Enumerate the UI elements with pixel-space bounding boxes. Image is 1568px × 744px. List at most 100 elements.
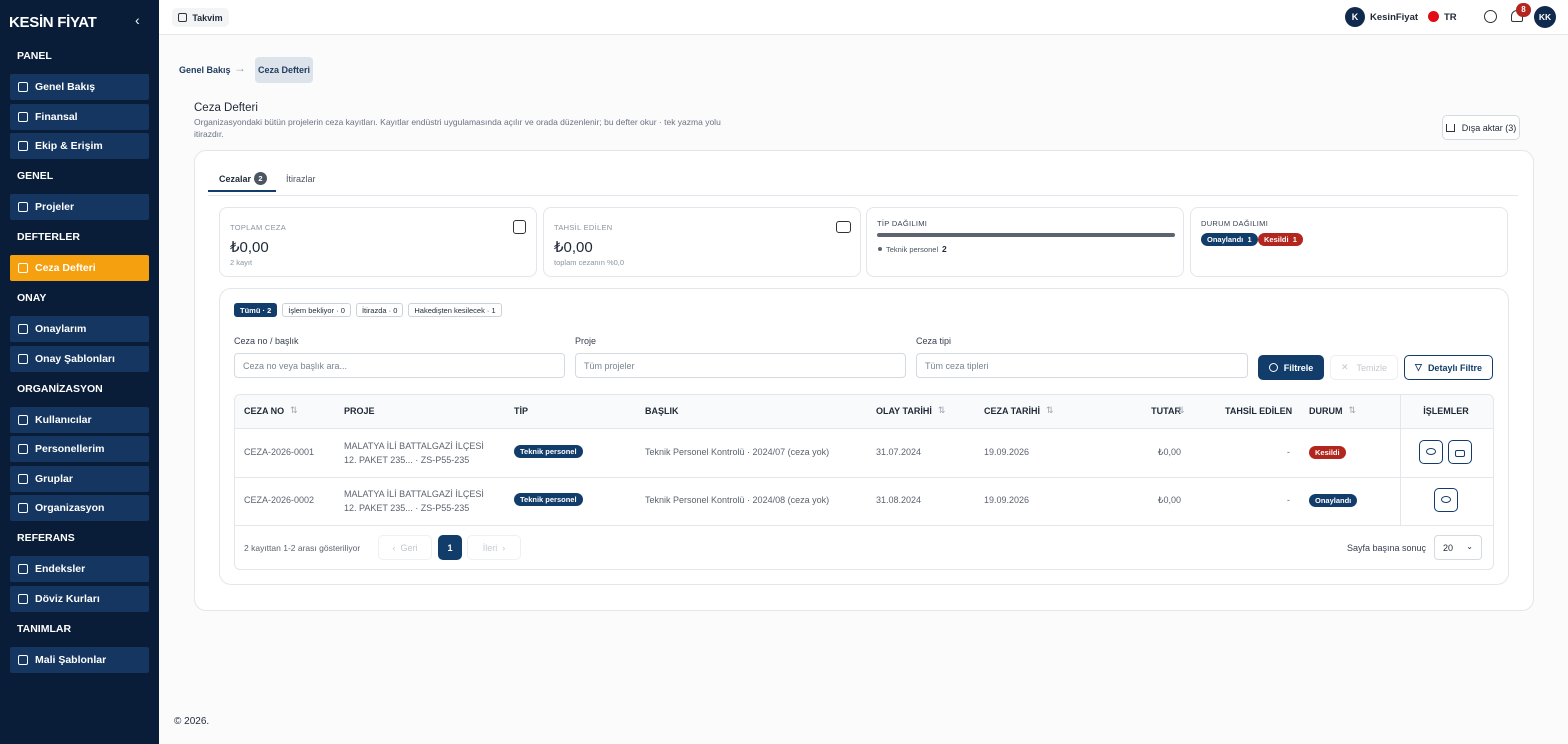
nav-item[interactable]: Onaylarım bbox=[10, 316, 149, 342]
table-cell: 31.08.2024 bbox=[876, 495, 922, 505]
stat-card: TAHSİL EDİLEN ₺0,00 toplam cezanın %0,0 bbox=[543, 207, 861, 277]
amount-cell: ₺0,00 bbox=[1157, 495, 1181, 505]
column-header[interactable]: OLAY TARİHİ bbox=[876, 406, 932, 416]
stat-label: TAHSİL EDİLEN bbox=[554, 223, 613, 232]
flag bbox=[1428, 11, 1439, 22]
nav-item[interactable]: Personellerim bbox=[10, 436, 149, 462]
status-badge: Onaylandı bbox=[1309, 494, 1358, 507]
nav-icon bbox=[18, 414, 28, 425]
table-cell: 31.07.2024 bbox=[876, 447, 922, 457]
nav-item[interactable]: Gruplar bbox=[10, 465, 149, 492]
nav-item[interactable]: Mali Şablonlar bbox=[10, 646, 149, 673]
stat-card: TOPLAM CEZA ₺0,00 2 kayıt bbox=[219, 207, 537, 277]
filter-label: Filtrele bbox=[1283, 362, 1314, 373]
stat-value: ₺0,00 bbox=[554, 239, 593, 256]
table-cell: Teknik Personel Kontrolü · 2024/08 (ceza… bbox=[645, 495, 830, 505]
status-chip[interactable]: Hakedişten kesilecek · 1 bbox=[408, 303, 502, 317]
view-button[interactable] bbox=[1419, 440, 1443, 464]
section-title: REFERANS bbox=[17, 532, 75, 544]
nav-item[interactable]: Finansal bbox=[10, 103, 149, 130]
collapse-button[interactable]: ‹ bbox=[135, 12, 140, 28]
nav-item[interactable]: Döviz Kurları bbox=[10, 585, 149, 612]
column-header[interactable]: DURUM bbox=[1309, 406, 1343, 416]
sort-icon[interactable]: ⇅ bbox=[1046, 405, 1054, 415]
language[interactable]: TR bbox=[1444, 12, 1457, 23]
nav-item[interactable]: Ekip & Erişim bbox=[10, 133, 149, 159]
nav-item[interactable]: Genel Bakış bbox=[10, 74, 149, 100]
org-name[interactable]: KesinFiyat bbox=[1370, 12, 1419, 23]
help-icon[interactable] bbox=[1484, 10, 1497, 23]
status-badge: Onaylandı 1 bbox=[1201, 233, 1258, 246]
page-description: Organizasyondaki bütün projelerin ceza k… bbox=[194, 117, 721, 139]
filter-input[interactable]: Ceza no veya başlık ara... bbox=[234, 353, 565, 378]
nav-icon bbox=[18, 324, 28, 334]
status-name: Onaylandı bbox=[1207, 235, 1244, 244]
column-header: PROJE bbox=[344, 406, 375, 416]
filter-input[interactable]: Tüm ceza tipleri bbox=[916, 353, 1248, 378]
nav-label: Kullanıcılar bbox=[35, 413, 92, 426]
next-button[interactable]: İleri › bbox=[467, 535, 521, 560]
export-button[interactable]: Dışa aktar (3) bbox=[1442, 115, 1520, 140]
nav-icon bbox=[18, 564, 28, 574]
view-button[interactable] bbox=[1434, 488, 1458, 512]
nav-label: Gruplar bbox=[35, 472, 73, 485]
column-header[interactable]: CEZA TARİHİ bbox=[984, 406, 1040, 416]
per-page-select[interactable]: 20 ⌄ bbox=[1434, 535, 1482, 560]
nav-item[interactable]: Ceza Defteri bbox=[10, 255, 149, 281]
prev-button[interactable]: ‹ Geri bbox=[378, 535, 432, 560]
sort-icon[interactable]: ⇅ bbox=[290, 405, 298, 415]
filter-input[interactable]: Tüm projeler bbox=[575, 353, 906, 378]
nav-item[interactable]: Endeksler bbox=[10, 556, 149, 582]
action-icon bbox=[1426, 448, 1436, 455]
action-icon bbox=[1441, 496, 1451, 503]
logo: KESİN FİYAT bbox=[9, 14, 97, 31]
status-chip[interactable]: İşlem bekliyor · 0 bbox=[282, 303, 351, 317]
breadcrumb-link[interactable]: Genel Bakış bbox=[179, 65, 231, 75]
calendar-label: Takvim bbox=[192, 12, 223, 23]
advanced-filter-button[interactable]: ▽ Detaylı Filtre bbox=[1404, 355, 1493, 380]
status-chip[interactable]: Tümü · 2 bbox=[234, 303, 278, 317]
stat-note: toplam cezanın %0,0 bbox=[554, 258, 625, 267]
calendar-button[interactable]: Takvim bbox=[172, 8, 229, 27]
column-header: TAHSİL EDİLEN bbox=[1225, 406, 1293, 416]
nav-icon bbox=[18, 353, 28, 364]
table-cell: CEZA-2026-0001 bbox=[244, 447, 315, 457]
footer: © 2026. bbox=[174, 716, 210, 727]
tab-count: 2 bbox=[254, 172, 267, 185]
sort-icon[interactable]: ⇅ bbox=[937, 405, 946, 415]
section-title: GENEL bbox=[17, 170, 54, 182]
sort-icon[interactable]: ⇅ bbox=[1177, 405, 1185, 415]
column-header[interactable]: TUTAR bbox=[1151, 406, 1181, 416]
user-avatar[interactable]: KK bbox=[1534, 6, 1556, 28]
nav-icon bbox=[18, 263, 28, 273]
sort-icon[interactable]: ⇅ bbox=[1348, 405, 1357, 415]
nav-label: Ceza Defteri bbox=[35, 262, 96, 274]
page-button[interactable]: 1 bbox=[438, 535, 462, 560]
lock-button[interactable] bbox=[1448, 440, 1472, 464]
nav-label: Endeksler bbox=[35, 563, 86, 575]
status-chip[interactable]: İtirazda · 0 bbox=[355, 303, 404, 317]
tab[interactable]: İtirazlar bbox=[286, 174, 316, 184]
clear-button[interactable]: ✕ Temizle bbox=[1330, 355, 1398, 380]
stat-value: ₺0,00 bbox=[230, 239, 269, 256]
tab[interactable]: Cezalar bbox=[219, 174, 252, 184]
per-page-label: Sayfa başına sonuç bbox=[1346, 543, 1426, 553]
org-avatar[interactable]: K bbox=[1345, 7, 1365, 27]
nav-item[interactable]: Organizasyon bbox=[10, 495, 149, 521]
clear-label: Temizle bbox=[1356, 362, 1388, 373]
filter-placeholder: Ceza no veya başlık ara... bbox=[243, 360, 348, 371]
filter-label: Ceza tipi bbox=[916, 336, 952, 346]
column-header[interactable]: CEZA NO bbox=[244, 406, 285, 416]
nav-item[interactable]: Onay Şablonları bbox=[10, 345, 149, 372]
stat-card: TİP DAĞILIMI Teknik personel 2 bbox=[866, 207, 1184, 277]
stat-label: TİP DAĞILIMI bbox=[877, 219, 928, 228]
tab-divider bbox=[208, 195, 1518, 196]
nav-item[interactable]: Projeler bbox=[10, 194, 149, 220]
filter-placeholder: Tüm ceza tipleri bbox=[925, 360, 989, 371]
type-badge: Teknik personel bbox=[514, 493, 583, 506]
section-title: TANIMLAR bbox=[17, 622, 72, 635]
nav-icon bbox=[18, 593, 28, 604]
filter-button[interactable]: Filtrele bbox=[1258, 355, 1324, 380]
nav-item[interactable]: Kullanıcılar bbox=[10, 406, 149, 433]
